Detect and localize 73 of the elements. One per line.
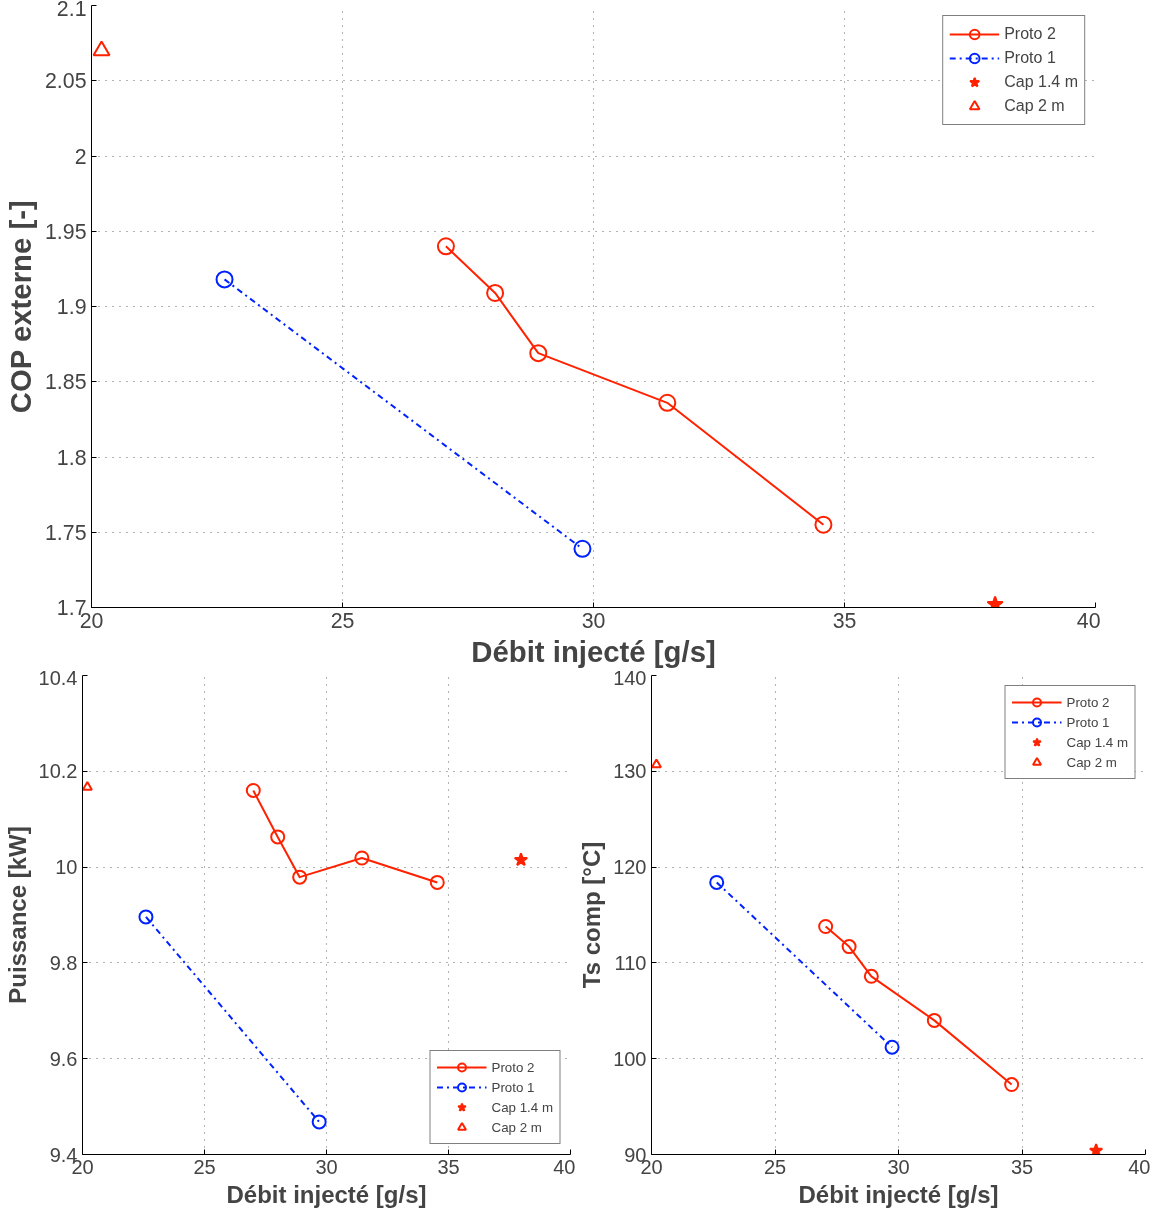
y-tick-label: 9.6 (49, 1047, 78, 1070)
point (1004, 1077, 1020, 1093)
x-tick-label: 40 (1128, 1155, 1151, 1178)
point (709, 874, 725, 890)
point (270, 829, 286, 845)
y-tick-label: 1.75 (44, 520, 87, 545)
y-tick-label: 1.95 (44, 219, 87, 244)
y-tick-label: 2 (74, 144, 87, 169)
y-tick-label: 140 (613, 666, 647, 689)
point (818, 919, 834, 934)
x-tick-label: 30 (887, 1155, 910, 1178)
point (82, 780, 93, 791)
legend-label: Proto 1 (1066, 713, 1110, 732)
x-axis-title: Débit injecté [g/s] (226, 1180, 427, 1208)
legend-label: Cap 1.4 m (491, 1098, 553, 1117)
point (292, 869, 308, 885)
y-tick-label: 2.05 (44, 69, 87, 94)
legend-label: Cap 1.4 m (1066, 733, 1128, 752)
point (658, 393, 677, 412)
legend-label: Cap 2 m (1066, 753, 1117, 772)
legend-label: Proto 2 (1004, 24, 1056, 44)
point (884, 1039, 900, 1055)
legend-label: Proto 1 (1004, 48, 1056, 68)
legend-label: Cap 1.4 m (1004, 72, 1078, 92)
point (215, 270, 234, 289)
x-tick-label: 40 (1076, 608, 1101, 633)
point (573, 539, 592, 558)
y-tick-label: 1.85 (44, 370, 87, 395)
y-tick-label: 130 (613, 760, 647, 783)
y-tick-label: 120 (613, 856, 647, 879)
y-tick-label: 100 (613, 1047, 647, 1070)
legend-label: Proto 1 (491, 1078, 535, 1097)
point (513, 852, 529, 867)
point (138, 909, 154, 925)
x-tick-label: 35 (437, 1155, 460, 1178)
x-tick-label: 25 (193, 1155, 216, 1178)
x-tick-label: 30 (315, 1155, 338, 1178)
y-axis-title: Ts comp [°C] (578, 841, 606, 989)
point (1088, 1143, 1104, 1155)
y-axis-title: COP externe [-] (3, 200, 37, 414)
y-tick-label: 9.8 (49, 951, 78, 974)
point (814, 515, 833, 534)
y-tick-label: 110 (614, 951, 647, 974)
x-tick-label: 35 (832, 608, 857, 633)
y-tick-label: 1.8 (56, 445, 87, 470)
y-tick-label: 10 (55, 856, 78, 879)
point (651, 758, 662, 769)
y-tick-label: 10.4 (38, 666, 78, 689)
x-tick-label: 35 (1010, 1155, 1034, 1178)
point (863, 968, 879, 984)
y-tick-label: 1.9 (56, 295, 87, 319)
legend-label: Proto 2 (491, 1058, 535, 1077)
point (429, 874, 445, 890)
point (841, 939, 857, 955)
x-axis-title: Débit injecté [g/s] (798, 1180, 999, 1208)
x-tick-label: 25 (330, 608, 355, 633)
point (245, 782, 261, 798)
x-tick-label: 25 (763, 1155, 787, 1178)
x-tick-label: 30 (581, 608, 606, 633)
y-tick-label: 10.2 (38, 760, 78, 783)
point (486, 283, 505, 302)
y-tick-label: 2.1 (56, 0, 87, 21)
x-tick-label: 40 (553, 1155, 576, 1178)
point (354, 850, 370, 866)
legend-label: Cap 2 m (491, 1118, 542, 1137)
legend-label: Proto 2 (1066, 693, 1110, 712)
x-axis-title: Débit injecté [g/s] (471, 634, 716, 668)
legend-label: Cap 2 m (1004, 96, 1065, 116)
point (311, 1114, 327, 1130)
point (926, 1012, 942, 1028)
point (529, 344, 548, 363)
point (436, 237, 455, 256)
y-axis-title: Puissance [kW] (3, 826, 31, 1004)
